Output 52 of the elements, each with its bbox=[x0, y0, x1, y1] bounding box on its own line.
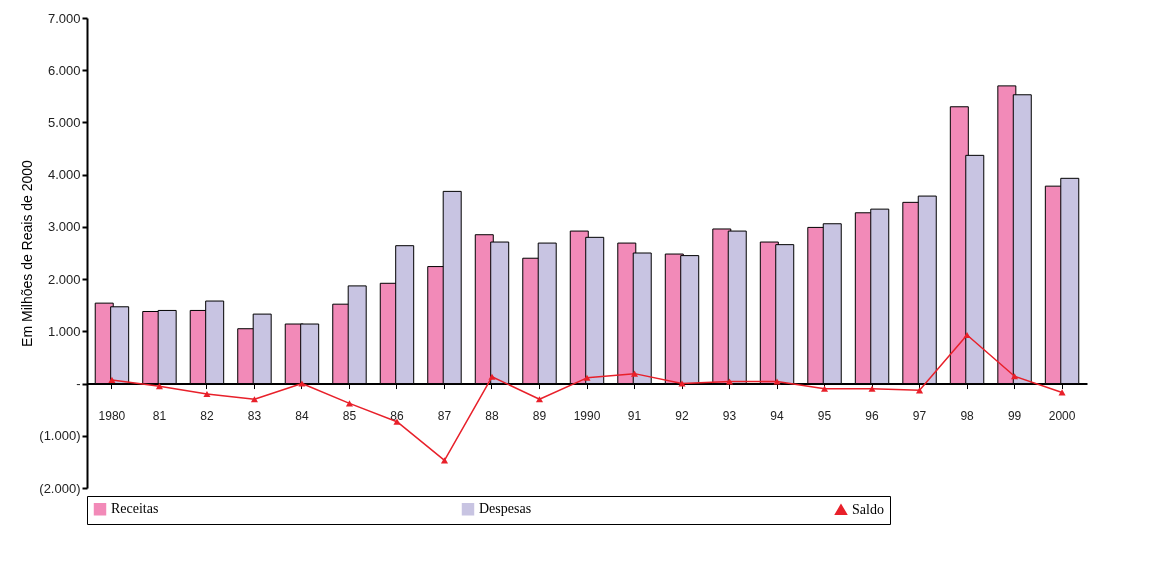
point bbox=[155, 383, 163, 390]
y-tick-label: 6.000 bbox=[47, 62, 81, 78]
point bbox=[203, 390, 211, 398]
x-tick-label: 95 bbox=[817, 409, 832, 424]
x-tick-label: 96 bbox=[865, 409, 880, 424]
x-tick-label: 99 bbox=[1007, 409, 1022, 424]
x-tick-label: 91 bbox=[627, 409, 642, 424]
y-tick-label: 1.000 bbox=[47, 323, 81, 339]
x-tick-label: 94 bbox=[770, 409, 785, 424]
x-tick-label: 86 bbox=[390, 409, 404, 424]
point bbox=[535, 396, 544, 403]
point bbox=[820, 385, 829, 392]
y-tick-label: 2.000 bbox=[47, 271, 81, 287]
legend-label: Despesas bbox=[479, 501, 532, 517]
x-tick-label: 92 bbox=[675, 409, 690, 424]
x-tick-label: 1990 bbox=[573, 409, 601, 424]
point bbox=[868, 385, 876, 392]
point bbox=[725, 378, 734, 385]
x-tick-label: 89 bbox=[532, 409, 547, 424]
point bbox=[773, 378, 781, 385]
y-tick-label: (1.000) bbox=[39, 428, 81, 444]
x-tick-label: 87 bbox=[437, 409, 452, 424]
point bbox=[250, 396, 258, 403]
x-tick-label: 97 bbox=[912, 409, 927, 424]
y-tick-label: (2.000) bbox=[39, 480, 81, 496]
x-tick-label: 2000 bbox=[1048, 409, 1076, 424]
point bbox=[488, 373, 496, 380]
x-tick-label: 98 bbox=[960, 409, 975, 424]
point bbox=[1011, 373, 1019, 380]
y-axis-title: Em Milhões de Reais de 2000 bbox=[19, 159, 36, 347]
point bbox=[108, 376, 116, 383]
point bbox=[583, 374, 591, 381]
y-tick-label: 3.000 bbox=[47, 219, 81, 235]
point bbox=[678, 380, 686, 387]
x-tick-label: 83 bbox=[247, 409, 262, 424]
x-tick-label: 85 bbox=[342, 409, 357, 424]
x-tick-label: 88 bbox=[485, 409, 499, 424]
point bbox=[963, 331, 971, 339]
x-tick-label: 1980 bbox=[98, 409, 126, 424]
point bbox=[630, 370, 639, 377]
legend-label: Saldo bbox=[852, 501, 884, 517]
y-tick-label: - bbox=[76, 376, 81, 392]
x-tick-label: 93 bbox=[722, 409, 737, 424]
x-tick-label: 84 bbox=[295, 409, 309, 424]
x-tick-label: 81 bbox=[152, 409, 167, 424]
y-tick-label: 4.000 bbox=[47, 167, 81, 183]
legend-label: Receitas bbox=[111, 501, 159, 517]
y-tick-label: 7.000 bbox=[47, 10, 81, 26]
x-tick-label: 82 bbox=[200, 409, 214, 424]
y-tick-label: 5.000 bbox=[47, 114, 81, 130]
point bbox=[440, 457, 449, 464]
point bbox=[298, 380, 306, 387]
